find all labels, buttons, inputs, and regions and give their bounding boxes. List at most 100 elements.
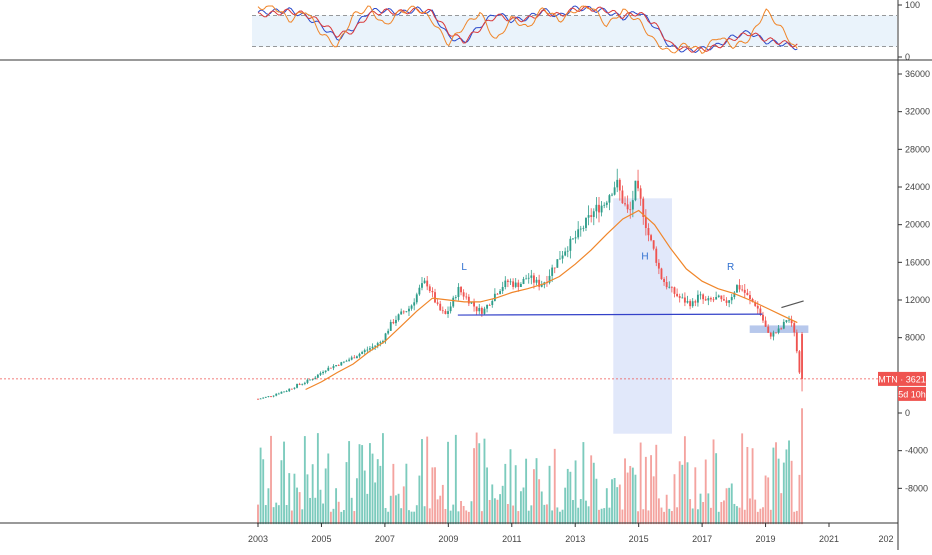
candle-body	[616, 179, 619, 188]
oscillator-series-line	[257, 5, 798, 53]
candle-body	[303, 382, 306, 384]
candle-body	[574, 237, 577, 239]
candle-body	[436, 302, 439, 304]
countdown-label: 5d 10h	[898, 389, 926, 399]
volume-bar	[486, 467, 489, 525]
volume-bar	[696, 509, 699, 525]
candle-body	[788, 319, 790, 321]
volume-bar	[423, 506, 426, 525]
volume-bar	[780, 493, 783, 525]
volume-bar	[673, 474, 676, 525]
candle-body	[551, 267, 554, 276]
candle-body	[483, 308, 486, 314]
volume-bar	[405, 463, 408, 525]
volume-bar	[501, 485, 504, 525]
volume-bar	[769, 509, 772, 525]
volume-bar	[342, 510, 345, 525]
volume-bar	[699, 493, 702, 525]
volume-bar	[569, 471, 572, 525]
candle-body	[428, 286, 431, 292]
volume-bar	[280, 460, 283, 525]
volume-bar	[491, 484, 494, 525]
candle-body	[702, 294, 705, 300]
time-tick-label: 2021	[819, 534, 839, 544]
volume-bar	[376, 459, 379, 525]
volume-bar	[618, 484, 621, 525]
candle-body	[517, 282, 520, 288]
candle-body	[397, 314, 400, 320]
volume-bar	[499, 494, 502, 525]
volume-bar	[694, 467, 697, 525]
candle-body	[327, 367, 330, 371]
volume-bar	[267, 488, 270, 525]
candle-body	[605, 202, 608, 205]
volume-bar	[379, 465, 382, 525]
price-tick-label: 24000	[905, 182, 930, 192]
candle-body	[475, 306, 478, 312]
candle-body	[361, 352, 364, 354]
volume-bar	[712, 439, 715, 525]
candle-body	[746, 292, 749, 296]
candle-body	[754, 301, 757, 306]
volume-bar	[483, 438, 486, 525]
candle-body	[660, 268, 663, 280]
volume-bar	[504, 463, 507, 525]
time-tick-label: 2005	[311, 534, 331, 544]
volume-bar	[298, 492, 301, 525]
candle-body	[585, 217, 587, 228]
candle-body	[647, 228, 650, 236]
candle-body	[514, 282, 517, 287]
candle-body	[306, 379, 309, 383]
candle-body	[624, 203, 626, 205]
candle-body	[259, 398, 262, 400]
volume-bar	[470, 501, 473, 525]
volume-bar	[639, 442, 642, 525]
candle-body	[478, 307, 481, 312]
volume-bar	[319, 489, 322, 525]
volume-bar	[681, 464, 684, 525]
candle-body	[782, 321, 785, 329]
volume-bar	[611, 479, 613, 525]
candle-body	[592, 211, 595, 217]
volume-bar	[775, 442, 777, 525]
volume-bar	[647, 510, 650, 525]
volume-bar	[384, 507, 387, 525]
candle-body	[738, 285, 741, 290]
volume-bar	[663, 511, 666, 525]
volume-bar	[592, 462, 595, 525]
candle-body	[553, 267, 556, 269]
volume-bar	[368, 443, 371, 525]
candle-body	[460, 286, 462, 293]
volume-bar	[327, 453, 330, 525]
candle-body	[504, 280, 507, 287]
indicator-lines	[0, 209, 897, 391]
volume-bar	[530, 505, 533, 525]
time-tick-label: 2017	[692, 534, 712, 544]
volume-bar	[590, 455, 593, 525]
volume-bar	[272, 507, 275, 525]
volume-bar	[462, 505, 465, 525]
candle-body	[657, 262, 660, 269]
candle-body	[621, 190, 624, 204]
candle-body	[683, 297, 686, 303]
candle-body	[769, 332, 772, 337]
candle-body	[262, 397, 265, 399]
time-tick-label: 2013	[565, 534, 585, 544]
candle-body	[337, 365, 340, 366]
candle-body	[736, 285, 738, 293]
candle-body	[257, 398, 259, 400]
candle-body	[751, 298, 754, 302]
time-tick-label-partial: 202	[878, 534, 893, 544]
candle-body	[780, 328, 783, 330]
oscillator-panel	[0, 14, 932, 61]
candle-body	[707, 298, 710, 301]
volume-bar	[322, 503, 325, 525]
candle-body	[285, 391, 288, 392]
volume-bar	[759, 508, 762, 525]
price-tick-label: 20000	[905, 220, 930, 230]
candle-body	[462, 292, 465, 297]
candle-body	[681, 297, 684, 299]
candle-body	[598, 204, 600, 213]
